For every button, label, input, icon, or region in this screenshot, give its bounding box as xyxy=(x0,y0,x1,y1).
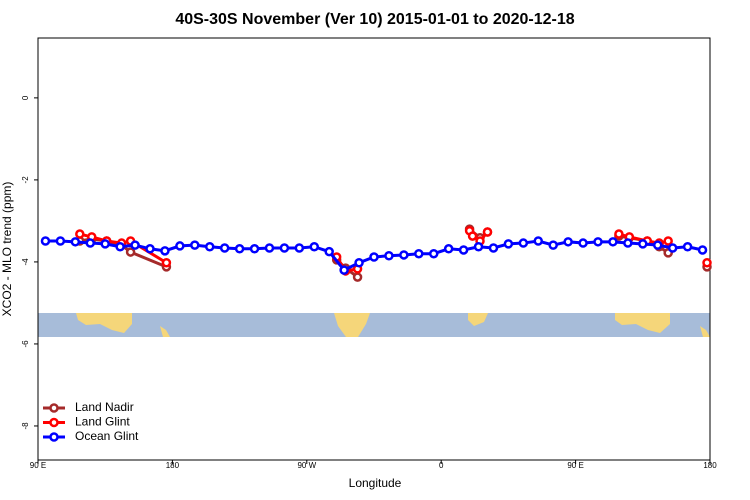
point xyxy=(145,244,155,254)
series-line xyxy=(80,229,707,277)
point xyxy=(384,251,394,261)
point xyxy=(682,241,693,252)
point xyxy=(414,248,424,259)
point xyxy=(354,257,364,268)
x-tick-label: 90 E xyxy=(30,461,46,470)
point xyxy=(467,231,478,241)
x-tick-label: 180 xyxy=(166,461,180,470)
point xyxy=(578,238,588,248)
point xyxy=(443,244,454,254)
point xyxy=(234,244,245,254)
point xyxy=(369,252,379,262)
point xyxy=(75,229,85,239)
point xyxy=(614,229,624,239)
x-tick-label: 0 xyxy=(439,461,444,470)
point xyxy=(125,247,136,257)
point xyxy=(70,237,81,247)
point xyxy=(352,272,363,282)
legend-marker xyxy=(49,432,59,442)
point xyxy=(279,243,290,253)
point xyxy=(458,245,469,255)
y-tick-label: 0 xyxy=(21,95,30,100)
point xyxy=(160,246,170,256)
point xyxy=(190,240,200,250)
point xyxy=(161,257,172,268)
point xyxy=(667,243,678,253)
legend-marker xyxy=(49,417,59,428)
point xyxy=(324,246,334,257)
y-tick-label: -6 xyxy=(21,340,30,348)
map-strip xyxy=(38,313,710,337)
point xyxy=(204,241,215,252)
point xyxy=(85,238,96,248)
point xyxy=(428,248,439,259)
point xyxy=(264,243,275,253)
point xyxy=(652,240,663,250)
point xyxy=(663,236,673,246)
legend-marker xyxy=(49,403,59,413)
point xyxy=(473,241,484,252)
point xyxy=(115,241,125,252)
point xyxy=(593,237,603,247)
point xyxy=(533,236,544,246)
x-axis-label: Longitude xyxy=(349,476,402,490)
point xyxy=(130,240,140,250)
point xyxy=(249,244,260,254)
point xyxy=(55,236,66,246)
point xyxy=(40,236,51,246)
point xyxy=(503,239,514,249)
x-tick-label: 90 E xyxy=(567,461,583,470)
point xyxy=(548,240,558,250)
y-tick-label: -8 xyxy=(21,422,30,430)
point xyxy=(294,243,305,253)
legend-label: Land Glint xyxy=(75,415,130,429)
legend-label: Land Nadir xyxy=(75,400,134,414)
point xyxy=(518,238,529,248)
y-tick-label: -2 xyxy=(21,176,30,184)
point xyxy=(488,243,499,253)
y-tick-label: -4 xyxy=(21,258,30,266)
x-tick-label: 180 xyxy=(703,461,717,470)
point xyxy=(623,238,633,248)
point xyxy=(697,245,708,255)
y-axis-label: XCO2 - MLO trend (ppm) xyxy=(0,182,14,317)
point xyxy=(175,241,185,251)
legend-label: Ocean Glint xyxy=(75,429,139,443)
series-line xyxy=(80,231,707,271)
point xyxy=(608,237,618,247)
point xyxy=(702,257,712,268)
x-tick-label: 90 W xyxy=(297,461,316,470)
point xyxy=(482,227,493,237)
point xyxy=(563,237,573,247)
point xyxy=(638,239,648,249)
chart-title: 40S-30S November (Ver 10) 2015-01-01 to … xyxy=(175,11,574,28)
point xyxy=(309,241,320,252)
point xyxy=(100,239,110,249)
point xyxy=(339,265,349,275)
point xyxy=(219,243,230,253)
point xyxy=(399,250,409,260)
plot-frame xyxy=(37,37,711,461)
